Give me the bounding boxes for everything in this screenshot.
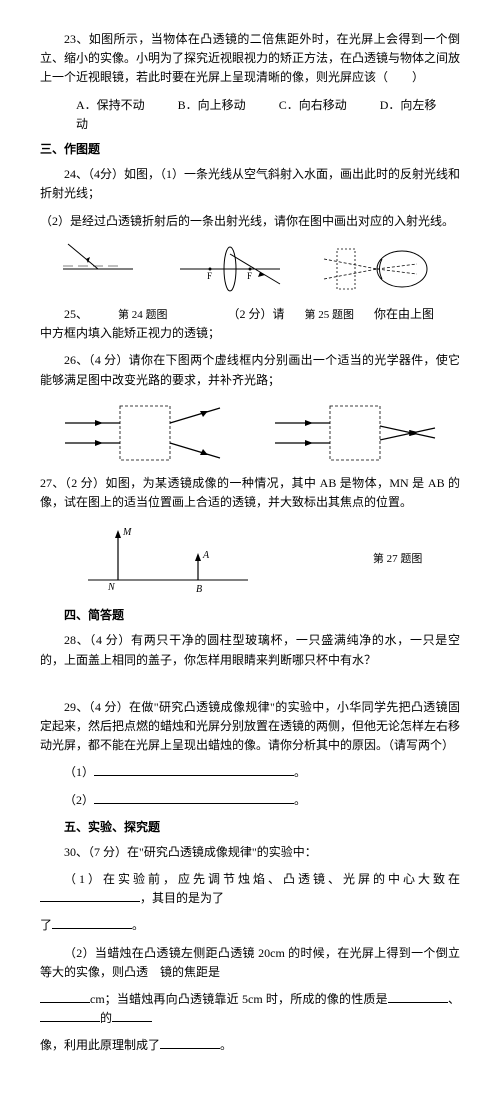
q29-a1: （1）。 xyxy=(40,763,460,782)
q30-text: 30、（7 分）在"研究凸透镜成像规律"的实验中： xyxy=(40,843,460,862)
svg-text:B: B xyxy=(196,584,202,595)
q26-text: 26、（4 分）请你在下图两个虚线框内分别画出一个适当的光学器件，使它能够满足图… xyxy=(40,351,460,389)
fig24-2: F F xyxy=(175,239,285,299)
q24-text2: （2）是经过凸透镜折射后的一条出射光线，请你在图中画出对应的入射光线。 xyxy=(40,212,460,231)
q25-after: 你在由上图 xyxy=(374,305,434,324)
q24-text1: 24、（4分）如图，（1）一条光线从空气斜射入水面，画出此时的反射光线和折射光线… xyxy=(40,165,460,203)
blank xyxy=(112,1009,152,1022)
q28-text: 28、（4 分）有两只干净的圆柱型玻璃杯，一只盛满纯净的水，一只是空的，上面盖上… xyxy=(40,631,460,669)
svg-text:F: F xyxy=(207,271,212,281)
blank xyxy=(388,990,448,1003)
fig25-label: 第 25 题图 xyxy=(305,307,355,325)
q25-mid: （2 分）请 xyxy=(228,305,285,324)
q23-options: A．保持不动 B．向上移动 C．向右移动 D．向左移动 xyxy=(40,96,460,134)
blank xyxy=(160,1036,220,1049)
section3-title: 三、作图题 xyxy=(40,140,460,159)
blank xyxy=(40,990,90,1003)
fig24-label: 第 24 题图 xyxy=(118,307,168,325)
svg-text:M: M xyxy=(122,527,132,538)
fig26-1 xyxy=(55,398,235,468)
q29-text: 29、（4 分）在做"研究凸透镜成像规律"的实验中，小华同学先把凸透镜固定起来，… xyxy=(40,698,460,756)
svg-text:A: A xyxy=(202,550,210,561)
blank xyxy=(94,763,294,776)
q26-figures xyxy=(40,398,460,468)
q30-p1: （1）在实验前，应先调节烛焰、凸透镜、光屏的中心大致在，其目的是为了 xyxy=(40,870,460,908)
q25-line: 25、 第 24 题图 （2 分）请 第 25 题图 你在由上图 xyxy=(40,305,460,325)
q23-optA: A．保持不动 xyxy=(76,98,145,112)
q25-line2: 中方框内填入能矫正视力的透镜； xyxy=(40,324,460,343)
fig24-1 xyxy=(58,239,138,299)
fig25 xyxy=(322,239,442,299)
section5-title: 五、实验、探究题 xyxy=(40,818,460,837)
q25-before: 25、 xyxy=(40,305,88,324)
svg-text:F: F xyxy=(247,271,252,281)
fig27: M N A B xyxy=(78,520,258,600)
fig26-2 xyxy=(265,398,445,468)
svg-text:N: N xyxy=(107,582,116,593)
q29-a2: （2）。 xyxy=(40,791,460,810)
section4-title: 四、简答题 xyxy=(40,606,460,625)
q30-p2: （2）当蜡烛在凸透镜左侧距凸透镜 20cm 的时候，在光屏上得到一个倒立等大的实… xyxy=(40,944,460,982)
q30-p1-cont: 了。 xyxy=(40,916,460,935)
fig27-label: 第 27 题图 xyxy=(373,551,423,569)
q30-p2-cont: cm；当蜡烛再向凸透镜靠近 5cm 时，所成的像的性质是、的 xyxy=(40,990,460,1028)
figure-row-24-25: F F xyxy=(40,239,460,299)
q30-p2-end: 像，利用此原理制成了。 xyxy=(40,1036,460,1055)
q23-text: 23、如图所示，当物体在凸透镜的二倍焦距外时，在光屏上会得到一个倒立、缩小的实像… xyxy=(40,30,460,88)
q27-text: 27、（2 分）如图，为某透镜成像的一种情况，其中 AB 是物体，MN 是 AB… xyxy=(40,474,460,512)
q23-optC: C．向右移动 xyxy=(279,98,347,112)
q23-optB: B．向上移动 xyxy=(178,98,246,112)
blank xyxy=(40,889,140,902)
blank xyxy=(40,1009,100,1022)
q27-figure-row: M N A B 第 27 题图 xyxy=(40,520,460,600)
blank xyxy=(94,791,294,804)
blank xyxy=(52,916,132,929)
